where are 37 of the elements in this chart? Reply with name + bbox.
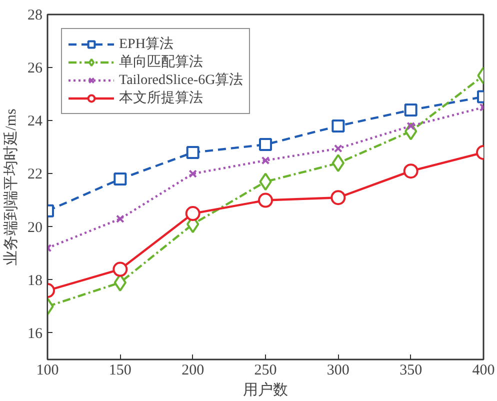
y-tick-label: 22 [28,166,42,183]
y-tick-label: 18 [28,272,42,289]
point [112,262,128,277]
point [259,138,272,152]
y-tick-label: 20 [28,220,42,236]
legend-label: 本文所提算法 [119,89,203,107]
legend-label: 单向匹配算法 [119,54,203,71]
point [261,156,270,165]
x-tick-label: 300 [326,362,350,378]
point [330,190,346,206]
point [332,154,344,172]
y-axis-title: 业务端到端平均时延/ms [2,108,20,266]
x-axis-title: 用户数 [243,382,288,398]
legend-label: EPH算法 [119,36,174,53]
y-tick-label: 16 [28,326,43,342]
x-tick-label: 200 [182,362,204,378]
y-tick-label: 28 [28,8,42,24]
point [116,214,124,224]
point [332,119,345,132]
x-tick-label: 150 [108,362,132,378]
y-tick-label: 24 [28,114,43,130]
point [406,122,416,130]
point [404,104,418,117]
point [403,164,418,179]
point [188,170,198,178]
y-tick-label: 26 [28,60,43,77]
legend-label: TailoredSlice-6G算法 [119,72,244,89]
point [259,172,272,191]
x-tick-label: 250 [254,362,277,378]
point [334,144,342,153]
point [258,192,273,208]
x-tick-label: 100 [36,362,59,378]
point [114,172,127,186]
point [186,146,200,159]
x-tick-label: 350 [400,362,422,378]
x-tick-label: 400 [472,362,495,378]
point [185,206,200,222]
